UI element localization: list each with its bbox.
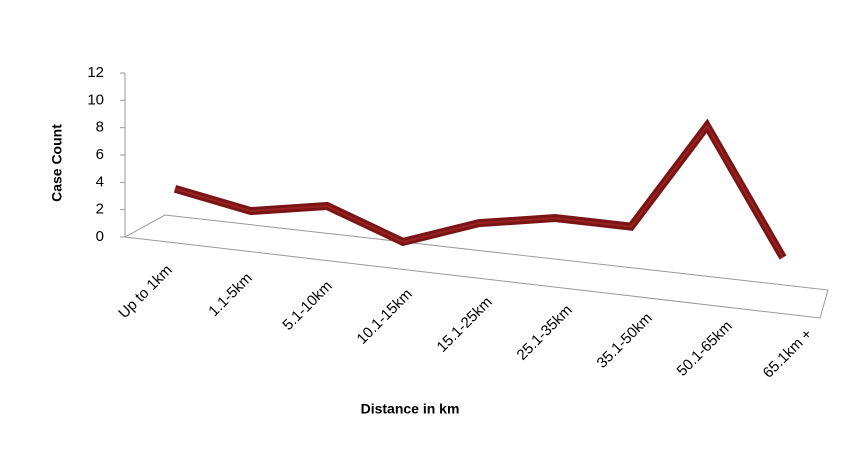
y-tick-label: 4 [96,173,104,190]
y-axis-title: Case Count [49,124,65,202]
y-tick-label: 0 [96,228,104,245]
x-tick-label: 15.1-25km [433,294,495,356]
x-tick-label: 50.1-65km [673,318,735,380]
floor [123,214,829,319]
y-tick-label: 8 [96,119,104,136]
x-tick-label: 5.1-10km [279,278,335,334]
line-series [174,124,784,259]
x-tick-label: 25.1-35km [513,302,575,364]
y-tick-label: 2 [96,201,104,218]
x-axis-title: Distance in km [361,401,460,417]
x-tick-label: 1.1-5km [205,270,255,320]
x-tick-label: 65.1km + [760,325,816,381]
y-tick-label: 10 [87,91,104,108]
x-tick-label: 35.1-50km [593,310,655,372]
x-tick-label: Up to 1km [115,262,175,322]
x-tick-label: 10.1-15km [353,286,415,348]
y-tick-label: 12 [87,64,104,81]
y-tick-label: 6 [96,146,104,163]
